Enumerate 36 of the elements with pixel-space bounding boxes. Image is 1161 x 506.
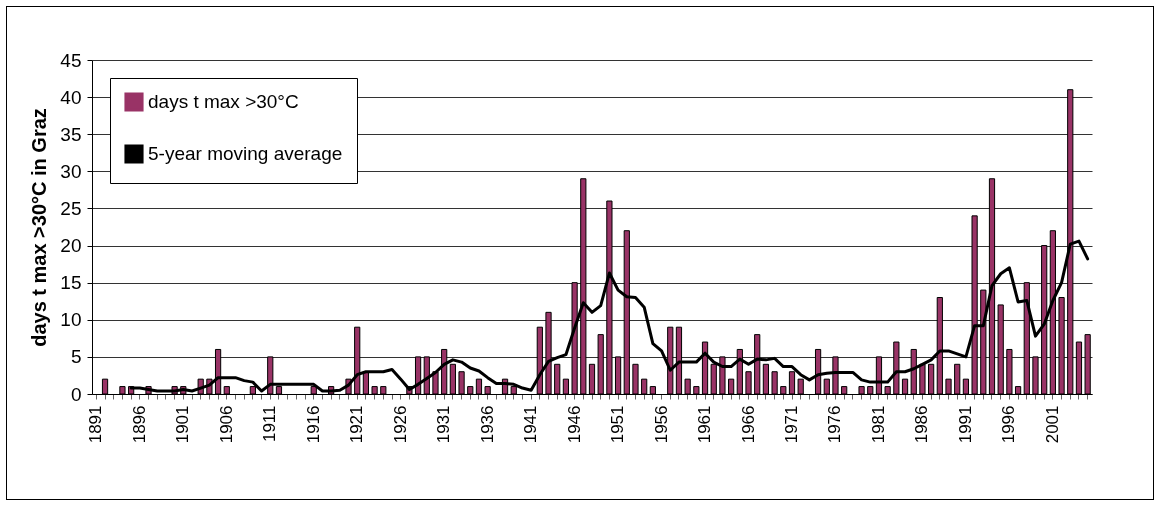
x-tick-label: 1931 [434, 405, 454, 444]
y-tick-label: 15 [60, 272, 82, 294]
x-tick-label: 1921 [347, 405, 367, 444]
x-tick-label: 1911 [260, 405, 280, 443]
x-tick-label: 1951 [608, 405, 628, 444]
x-tick-label: 1946 [564, 405, 584, 444]
y-tick-label: 30 [60, 160, 82, 182]
x-tick-label: 1941 [521, 405, 541, 444]
x-tick-label: 1981 [868, 405, 888, 444]
x-tick-label: 1891 [86, 405, 106, 444]
x-tick-label: 1916 [303, 405, 323, 444]
x-tick-label: 1901 [173, 405, 193, 444]
x-tick-label: 1971 [782, 405, 801, 444]
y-tick-label: 35 [60, 123, 82, 145]
y-tick-label: 45 [60, 49, 82, 71]
x-tick-label: 2001 [1042, 405, 1062, 444]
x-tick-label: 1996 [999, 405, 1019, 444]
x-tick-label: 1896 [129, 405, 149, 444]
x-tick-label: 1956 [651, 405, 671, 444]
x-tick-label: 1906 [216, 405, 236, 444]
x-tick-label: 1961 [695, 405, 715, 444]
y-axis-title: days t max >30°C in Graz [28, 108, 51, 347]
legend-label: 5-year moving average [148, 143, 343, 164]
y-tick-label: 0 [70, 383, 82, 405]
x-tick-label: 1926 [390, 405, 410, 444]
x-tick-label: 1991 [955, 405, 975, 444]
x-tick-label: 1966 [738, 405, 758, 444]
y-tick-label: 40 [60, 86, 82, 108]
x-tick-label: 1986 [912, 405, 932, 444]
x-tick-label: 1976 [825, 405, 845, 444]
y-tick-label: 25 [60, 197, 82, 219]
y-tick-label: 20 [60, 235, 82, 257]
x-tick-label: 1936 [477, 405, 497, 444]
y-tick-label: 5 [70, 346, 82, 368]
y-tick-label: 10 [60, 309, 82, 331]
legend-label: days t max >30°C [148, 91, 299, 112]
